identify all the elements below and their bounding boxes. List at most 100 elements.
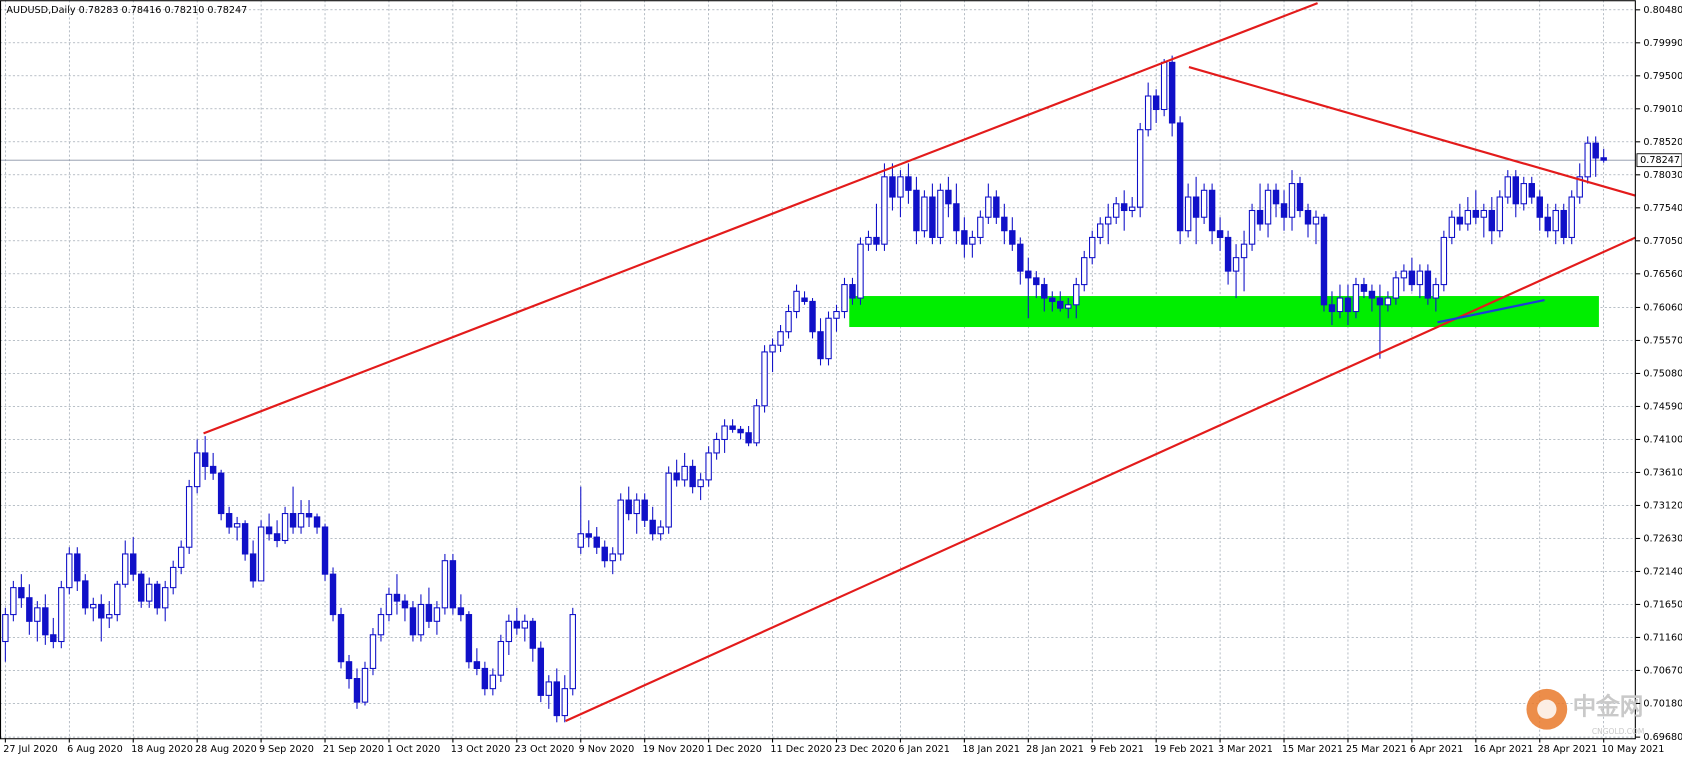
- candle-body: [625, 499, 632, 515]
- candle-body: [337, 614, 345, 663]
- candle-body: [545, 681, 553, 696]
- x-tick-label: 13 Oct 2020: [451, 744, 511, 755]
- candle-body: [1001, 216, 1008, 232]
- candle-body: [849, 284, 856, 299]
- candle-body: [953, 203, 960, 232]
- candle-body: [929, 196, 936, 238]
- x-tick-label: 10 May 2021: [1602, 744, 1665, 755]
- candle-body: [913, 189, 920, 232]
- candle-body: [1009, 230, 1016, 245]
- candle-body: [1168, 61, 1176, 124]
- candle-body: [257, 526, 265, 582]
- x-tick-label: 19 Nov 2020: [643, 744, 705, 755]
- candle-body: [681, 465, 688, 481]
- y-tick-label: 0.73610: [1643, 467, 1682, 478]
- candle-body: [1208, 189, 1216, 232]
- y-tick-label: 0.74100: [1643, 434, 1682, 445]
- candle-body: [881, 176, 888, 245]
- candle-body: [34, 607, 41, 622]
- candle-body: [793, 290, 800, 313]
- x-tick-label: 23 Oct 2020: [515, 744, 575, 755]
- candle-body: [665, 472, 672, 528]
- candle-body: [833, 310, 840, 319]
- candle-body: [1081, 257, 1088, 286]
- candle-body: [937, 189, 944, 238]
- candle-body: [873, 236, 880, 245]
- candle-body: [465, 614, 473, 663]
- y-tick-label: 0.73120: [1643, 500, 1682, 511]
- candle-body: [657, 526, 664, 535]
- candle-body: [481, 667, 489, 690]
- y-tick-label: 0.76560: [1643, 269, 1682, 280]
- candle-body: [1576, 176, 1583, 198]
- candle-body: [1352, 284, 1360, 313]
- candle-body: [577, 533, 584, 548]
- candle-body: [1432, 284, 1440, 299]
- y-tick-label: 0.77540: [1643, 203, 1682, 214]
- candle-body: [449, 560, 457, 609]
- candle-body: [1049, 297, 1056, 302]
- candle-body: [425, 603, 433, 622]
- candle-body: [1552, 209, 1559, 232]
- candle-body: [1480, 209, 1488, 218]
- candle-body: [865, 236, 872, 245]
- candle-body: [305, 513, 313, 518]
- candle-body: [409, 607, 417, 636]
- candle-body: [1184, 196, 1192, 232]
- x-tick-label: 27 Jul 2020: [3, 744, 58, 755]
- candle-body: [2, 614, 9, 643]
- candle-body: [1440, 236, 1448, 286]
- candle-body: [66, 553, 73, 589]
- candle-body: [985, 196, 992, 218]
- candle-body: [841, 284, 848, 313]
- candle-body: [74, 553, 81, 582]
- candle-body: [617, 499, 624, 555]
- y-tick-label: 0.79010: [1643, 104, 1682, 115]
- candle-body: [1456, 216, 1464, 225]
- candle-body: [1280, 203, 1288, 218]
- candle-body: [1536, 196, 1543, 218]
- candle-body: [26, 597, 33, 622]
- y-tick-label: 0.70180: [1643, 698, 1682, 709]
- candle-body: [689, 465, 696, 488]
- x-tick-label: 6 Apr 2021: [1410, 744, 1463, 755]
- candle-body: [1504, 176, 1512, 198]
- candle-body: [641, 499, 648, 521]
- candle-body: [1584, 142, 1591, 178]
- candle-body: [1424, 270, 1432, 299]
- x-tick-label: 16 Apr 2021: [1474, 744, 1534, 755]
- candle-body: [905, 176, 912, 191]
- candle-body: [1496, 196, 1504, 232]
- candle-body: [489, 674, 497, 690]
- candle-body: [1232, 257, 1240, 272]
- candle-body: [705, 452, 712, 481]
- candle-body: [601, 546, 608, 562]
- candle-body: [961, 230, 968, 245]
- candle-body: [473, 661, 481, 669]
- candle-body: [217, 472, 225, 515]
- x-tick-label: 15 Mar 2021: [1282, 744, 1343, 755]
- candle-body: [785, 310, 792, 333]
- candle-body: [321, 526, 329, 575]
- chart-title: AUDUSD,Daily 0.78283 0.78416 0.78210 0.7…: [6, 5, 247, 16]
- candle-body: [1544, 216, 1551, 232]
- candle-body: [969, 236, 976, 245]
- x-tick-label: 18 Jan 2021: [962, 744, 1020, 755]
- candle-body: [153, 583, 161, 609]
- x-tick-label: 6 Aug 2020: [67, 744, 123, 755]
- candle-body: [737, 428, 744, 434]
- trend-line: [1188, 66, 1636, 197]
- candle-body: [1336, 297, 1344, 313]
- candle-body: [825, 317, 832, 360]
- candle-body: [777, 331, 784, 346]
- candle-body: [1360, 284, 1368, 292]
- candle-body: [1296, 183, 1304, 212]
- candle-body: [569, 614, 576, 690]
- plot-layer: [0, 0, 1637, 739]
- candle-body: [585, 533, 592, 538]
- last-price-label: 0.78247: [1640, 155, 1680, 166]
- candle-body: [82, 580, 89, 609]
- y-tick-label: 0.72140: [1643, 566, 1682, 577]
- candle-body: [1408, 270, 1416, 286]
